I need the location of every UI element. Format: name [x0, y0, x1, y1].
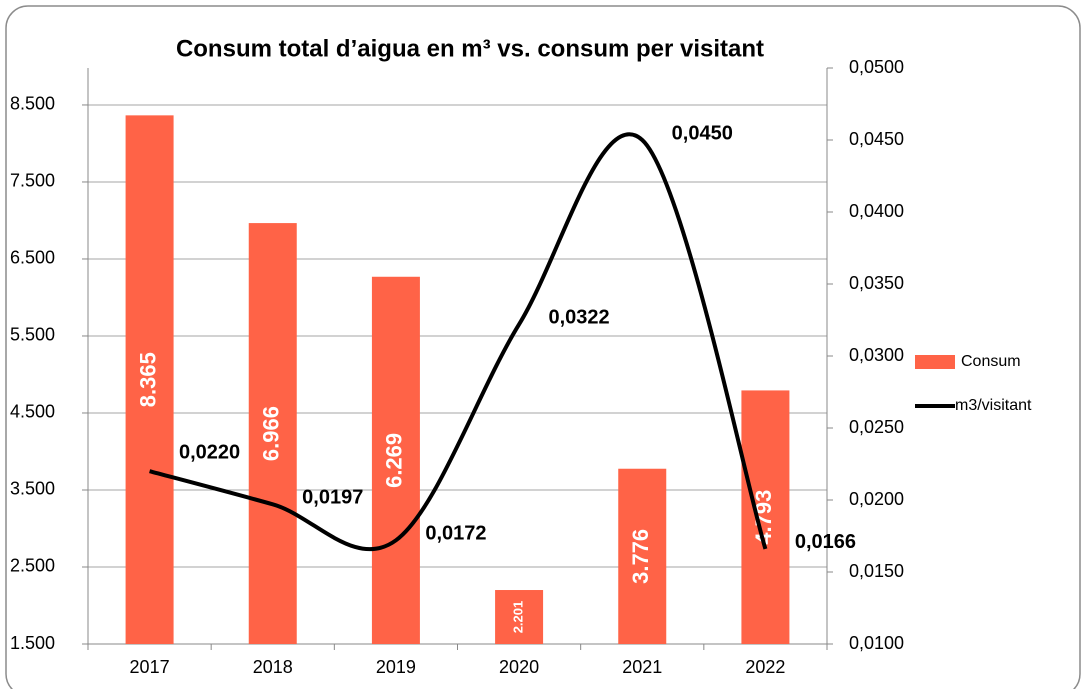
line	[149, 132, 768, 552]
line-value-label: 0,0172	[425, 523, 486, 545]
y2-tick-label: 0,0100	[849, 633, 904, 653]
x-tick-label: 2018	[253, 657, 293, 677]
y-tick-label: 1.500	[10, 633, 55, 653]
y-tick-label: 7.500	[10, 171, 55, 191]
bar-value-label: 6.269	[382, 433, 407, 488]
legend-label: Consum	[961, 353, 1021, 370]
y-tick-label: 6.500	[10, 248, 55, 268]
bar	[125, 115, 174, 645]
x-tick-label: 2022	[745, 657, 785, 677]
y-tick-label: 8.500	[10, 94, 55, 114]
y2-tick-label: 0,0400	[849, 201, 904, 221]
bar	[741, 390, 790, 644]
x-tick-label: 2021	[622, 657, 662, 677]
y-tick-label: 2.500	[10, 556, 55, 576]
y-tick-label: 3.500	[10, 479, 55, 499]
x-tick-label: 2017	[130, 657, 170, 677]
line-value-label: 0,0197	[302, 487, 363, 509]
bar	[371, 276, 420, 644]
bar	[495, 590, 544, 644]
bar-value-label: 2.201	[511, 601, 526, 634]
y-tick-label: 5.500	[10, 325, 55, 345]
line-value-label: 0,0220	[179, 441, 240, 463]
y-tick-label: 4.500	[10, 402, 55, 422]
bar	[248, 223, 297, 644]
bar-value-label: 3.776	[628, 529, 653, 584]
bar-value-label: 6.966	[259, 406, 284, 461]
x-tick-label: 2020	[499, 657, 539, 677]
y2-tick-label: 0,0250	[849, 417, 904, 437]
bar-value-label: 8.365	[135, 352, 160, 407]
line-value-label: 0,0450	[672, 122, 733, 144]
line-value-label: 0,0322	[548, 307, 609, 329]
bar	[618, 468, 667, 644]
y2-tick-label: 0,0450	[849, 129, 904, 149]
y2-tick-label: 0,0500	[849, 57, 904, 77]
y2-tick-label: 0,0300	[849, 345, 904, 365]
legend-swatch	[915, 355, 955, 369]
chart-title: Consum total d’aigua en m³ vs. consum pe…	[176, 35, 764, 62]
x-tick-label: 2019	[376, 657, 416, 677]
y2-tick-label: 0,0150	[849, 561, 904, 581]
line-value-label: 0,0166	[795, 531, 856, 553]
y2-tick-label: 0,0350	[849, 273, 904, 293]
y2-tick-label: 0,0200	[849, 489, 904, 509]
legend-label: m3/visitant	[955, 397, 1032, 414]
